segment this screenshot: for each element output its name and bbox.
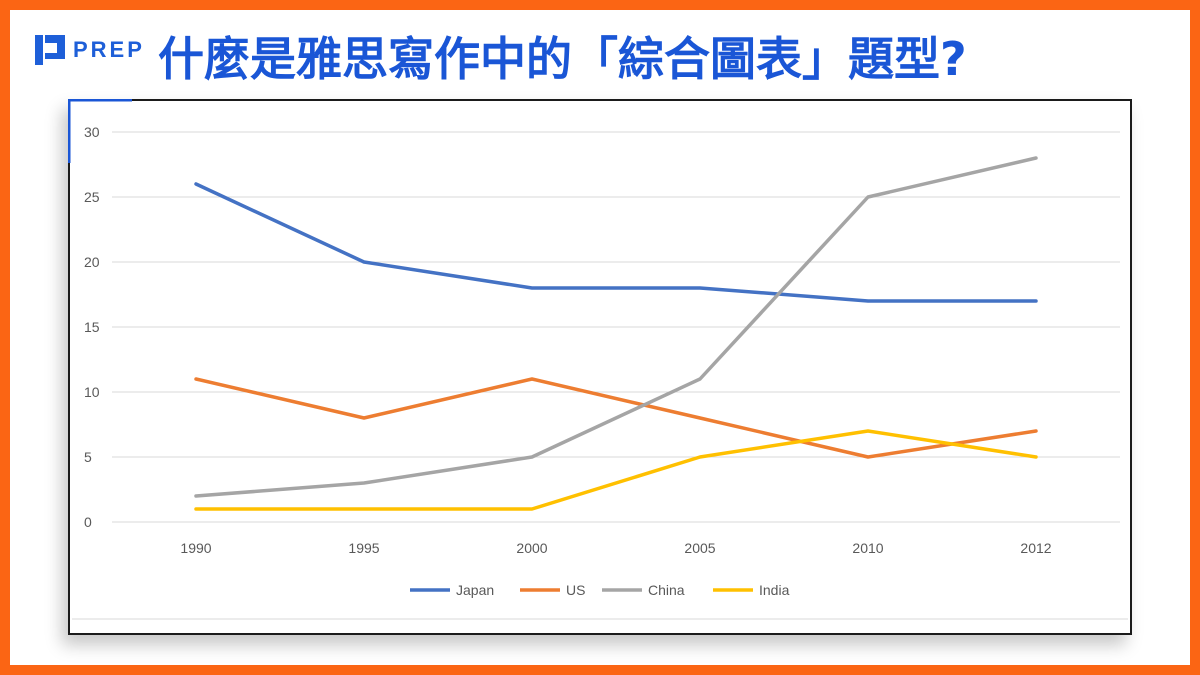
x-tick-label: 2005 bbox=[684, 540, 715, 556]
data-point-us bbox=[866, 455, 870, 459]
chart-container: 0 5 10 15 20 25 30 1990 1995 2000 2005 2010 2012 Ja… bbox=[68, 99, 1132, 635]
logo-text: PREP bbox=[73, 37, 145, 62]
data-point-us bbox=[194, 377, 198, 381]
y-tick-label: 30 bbox=[84, 124, 100, 140]
series-line-japan bbox=[194, 182, 1038, 303]
data-point-china bbox=[362, 481, 366, 485]
y-tick-label: 20 bbox=[84, 254, 100, 270]
data-point-china bbox=[866, 195, 870, 199]
prep-logo: PREP bbox=[33, 33, 145, 67]
x-tick-label: 2000 bbox=[516, 540, 547, 556]
page-headline: 什麼是雅思寫作中的「綜合圖表」題型? bbox=[158, 32, 967, 86]
series-line-india bbox=[194, 429, 1038, 511]
y-tick-label: 0 bbox=[84, 514, 92, 530]
data-point-china bbox=[530, 455, 534, 459]
data-point-japan bbox=[1034, 299, 1038, 303]
corner-accent bbox=[68, 99, 132, 163]
chart-grid bbox=[72, 131, 1128, 620]
data-point-us bbox=[362, 416, 366, 420]
y-tick-label: 25 bbox=[84, 189, 100, 205]
y-tick-label: 10 bbox=[84, 384, 100, 400]
legend-label-china: China bbox=[648, 582, 685, 598]
data-point-china bbox=[194, 494, 198, 498]
legend-label-japan: Japan bbox=[456, 582, 494, 598]
series-line-us bbox=[194, 377, 1038, 459]
legend-label-india: India bbox=[759, 582, 790, 598]
series-lines bbox=[194, 156, 1038, 511]
series-line-china bbox=[194, 156, 1038, 498]
y-tick-label: 15 bbox=[84, 319, 100, 335]
data-point-us bbox=[698, 416, 702, 420]
x-tick-label: 2012 bbox=[1020, 540, 1051, 556]
data-point-india bbox=[530, 507, 534, 511]
data-point-china bbox=[698, 377, 702, 381]
data-point-india bbox=[698, 455, 702, 459]
prep-logo-icon bbox=[35, 35, 65, 65]
x-tick-label: 1990 bbox=[180, 540, 211, 556]
data-point-japan bbox=[866, 299, 870, 303]
data-point-india bbox=[866, 429, 870, 433]
data-point-china bbox=[1034, 156, 1038, 160]
legend-label-us: US bbox=[566, 582, 585, 598]
x-tick-label: 1995 bbox=[348, 540, 379, 556]
y-axis-ticks: 0 5 10 15 20 25 30 bbox=[84, 124, 100, 530]
x-axis-ticks: 1990 1995 2000 2005 2010 2012 bbox=[180, 540, 1051, 556]
data-point-us bbox=[530, 377, 534, 381]
data-point-india bbox=[194, 507, 198, 511]
data-point-japan bbox=[362, 260, 366, 264]
data-point-japan bbox=[698, 286, 702, 290]
y-tick-label: 5 bbox=[84, 449, 92, 465]
line-chart: 0 5 10 15 20 25 30 1990 1995 2000 2005 2010 2012 Ja… bbox=[72, 124, 1128, 620]
data-point-japan bbox=[530, 286, 534, 290]
data-point-india bbox=[362, 507, 366, 511]
x-tick-label: 2010 bbox=[852, 540, 883, 556]
data-point-japan bbox=[194, 182, 198, 186]
data-point-india bbox=[1034, 455, 1038, 459]
chart-legend: Japan US China India bbox=[410, 582, 790, 598]
data-point-us bbox=[1034, 429, 1038, 433]
